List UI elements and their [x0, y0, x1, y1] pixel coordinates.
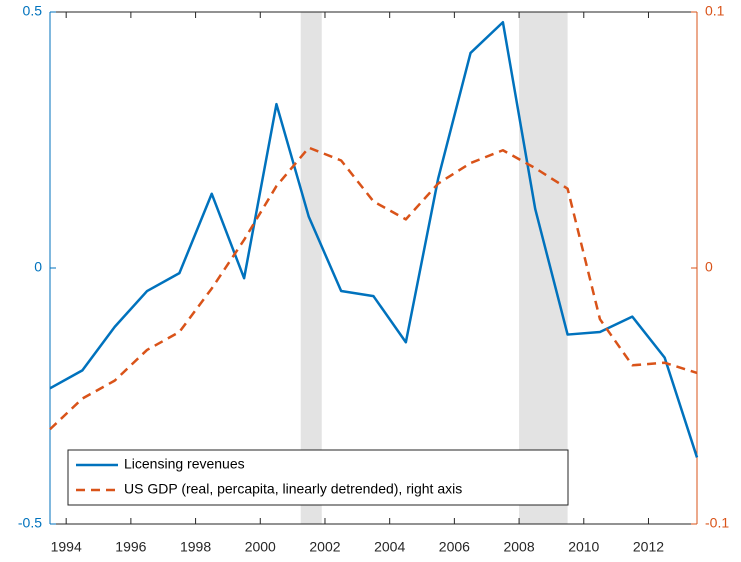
x-tick-label: 2010	[568, 539, 599, 555]
y-tick-label: 0.5	[23, 3, 43, 19]
y-tick-label: 0	[34, 259, 42, 275]
x-tick-label: 1996	[115, 539, 146, 555]
legend-label: US GDP (real, percapita, linearly detren…	[124, 481, 462, 497]
y2-tick-label: 0	[705, 259, 713, 275]
x-tick-label: 2002	[309, 539, 340, 555]
x-tick-label: 1994	[51, 539, 82, 555]
y-tick-label: -0.5	[18, 515, 42, 531]
x-tick-label: 2000	[245, 539, 276, 555]
x-tick-label: 2012	[633, 539, 664, 555]
legend-box	[67, 449, 569, 506]
recession-band	[519, 12, 568, 524]
y2-tick-label: 0.1	[705, 3, 725, 19]
x-tick-label: 2004	[374, 539, 405, 555]
recession-band	[300, 12, 322, 524]
x-tick-label: 1998	[180, 539, 211, 555]
series-line	[49, 20, 699, 458]
series-line	[49, 146, 698, 431]
x-tick-label: 2008	[503, 539, 534, 555]
x-tick-label: 2006	[439, 539, 470, 555]
y2-tick-label: -0.1	[705, 515, 729, 531]
legend-label: Licensing revenues	[124, 456, 245, 472]
